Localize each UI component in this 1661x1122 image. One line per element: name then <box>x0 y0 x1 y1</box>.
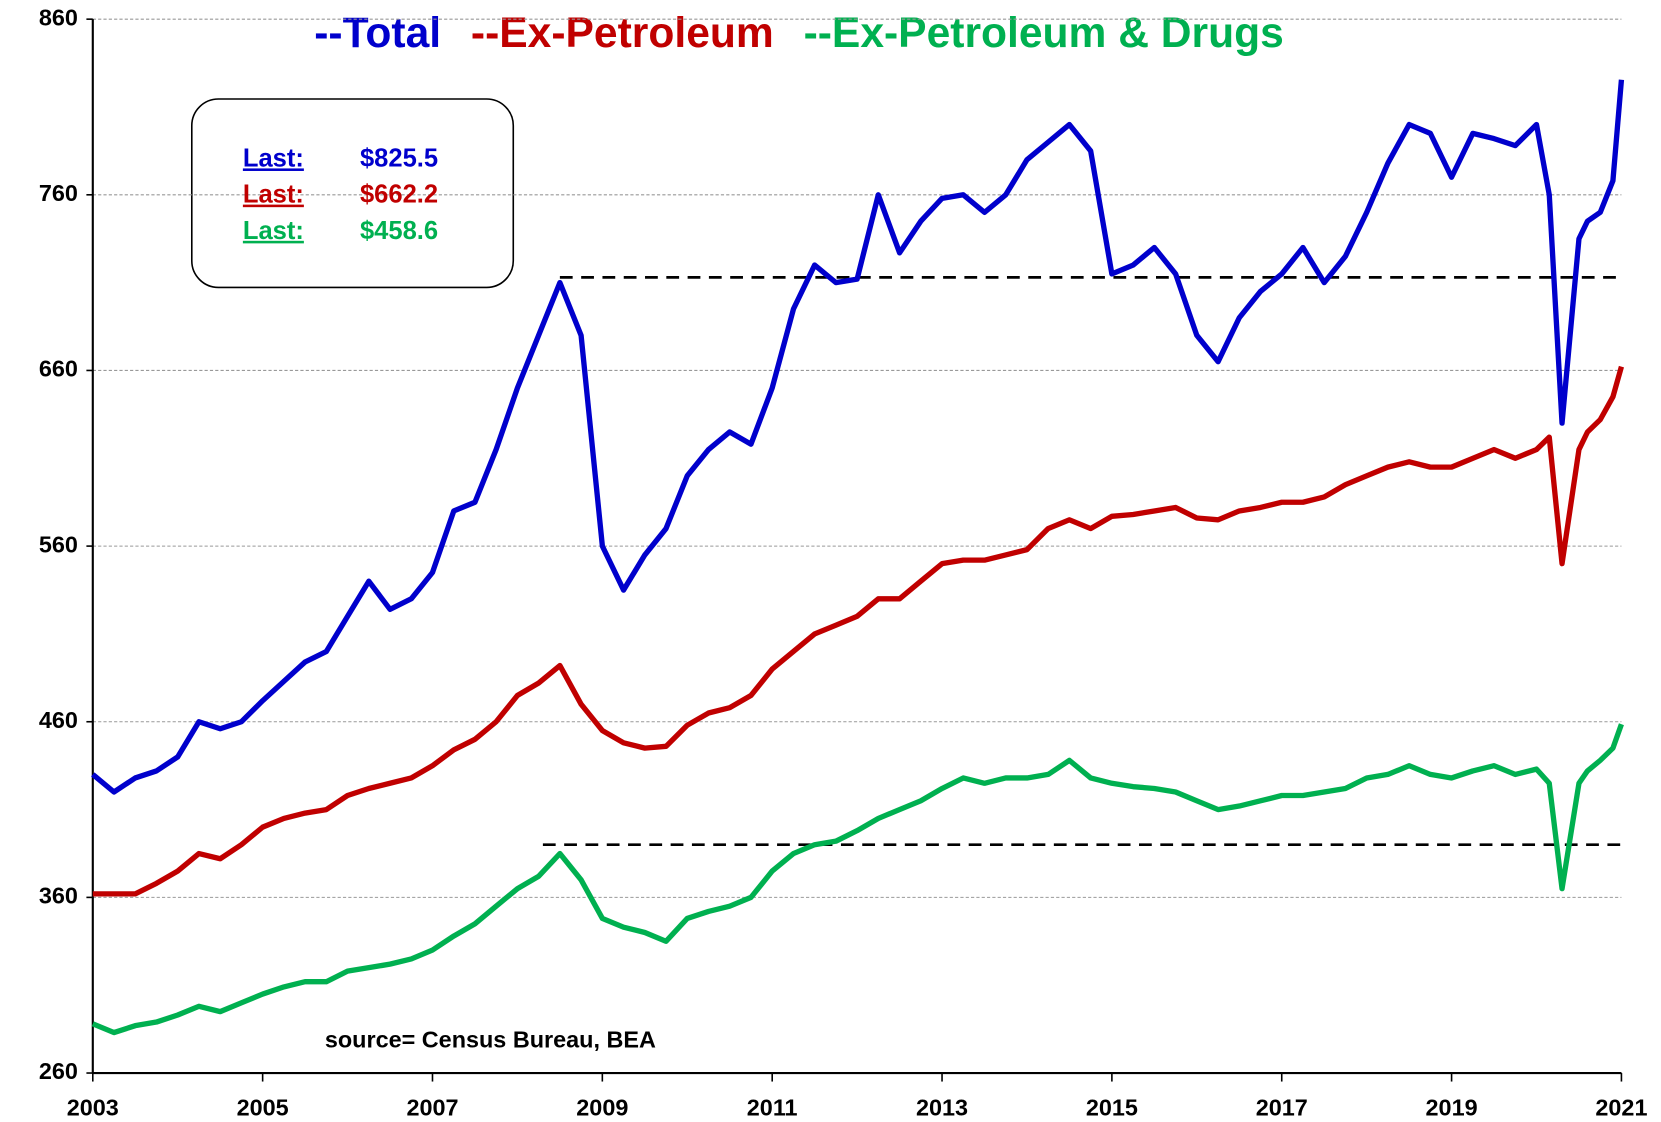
last-box <box>190 98 515 289</box>
legend-entry: --Ex-Petroleum <box>471 9 774 57</box>
legend-entry: --Ex-Petroleum & Drugs <box>804 9 1284 57</box>
last-label: Last: <box>243 217 304 245</box>
last-value: $825.5 <box>360 144 438 172</box>
series-line <box>91 79 1625 795</box>
y-tick-label: 260 <box>39 1058 78 1084</box>
x-tick-label: 2013 <box>916 1094 968 1120</box>
x-tick-label: 2017 <box>1256 1094 1308 1120</box>
series-line <box>92 365 1624 897</box>
last-label: Last: <box>243 181 304 209</box>
x-tick-label: 2005 <box>237 1094 289 1120</box>
x-tick-label: 2003 <box>67 1094 119 1120</box>
legend-entry: --Total <box>314 9 441 57</box>
x-tick-label: 2015 <box>1086 1094 1138 1120</box>
y-tick-label: 660 <box>39 356 78 382</box>
series-line <box>91 723 1624 1036</box>
y-tick-label: 860 <box>39 4 78 30</box>
last-value: $458.6 <box>360 217 438 245</box>
last-label: Last: <box>243 144 304 172</box>
last-value: $662.2 <box>360 181 438 209</box>
x-tick-label: 2019 <box>1426 1094 1478 1120</box>
x-tick-label: 2007 <box>406 1094 458 1120</box>
legend: --Total --Ex-Petroleum --Ex-Petroleum & Dr… <box>314 9 1284 57</box>
x-tick-label: 2009 <box>576 1094 628 1120</box>
x-tick-label: 2011 <box>747 1094 798 1120</box>
y-tick-label: 360 <box>39 883 78 909</box>
y-tick-label: 760 <box>39 180 78 206</box>
x-tick-label: 2021 <box>1595 1094 1647 1120</box>
y-tick-label: 560 <box>39 531 78 557</box>
y-tick-label: 460 <box>39 707 78 733</box>
source-note: source= Census Bureau, BEA <box>325 1026 656 1052</box>
